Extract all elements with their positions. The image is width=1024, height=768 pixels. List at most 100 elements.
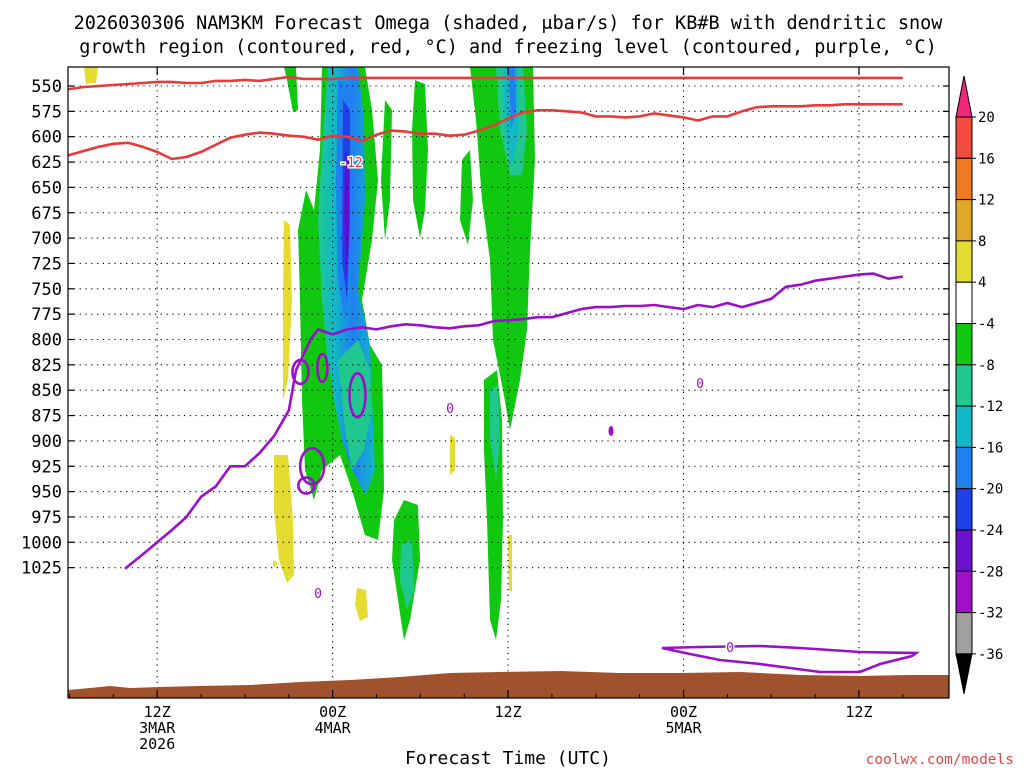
omega-yellow-patch	[273, 560, 277, 568]
y-tick-label: 625	[31, 153, 62, 173]
x-tick-label: 12Z	[144, 703, 171, 721]
y-axis: 550 575 600 625 650 675 700 725 750 775 800 825 850 8…	[21, 77, 949, 579]
contour-label: -12	[339, 156, 362, 171]
colorbar-label: 8	[978, 234, 986, 250]
y-tick-label: 1025	[21, 559, 62, 579]
omega-teal-core	[490, 385, 500, 480]
y-tick-label: 575	[31, 102, 62, 122]
terrain-fill	[68, 671, 949, 698]
omega-shading	[84, 67, 535, 640]
contour-dgz_-12C_lower	[68, 103, 903, 161]
y-tick-label: 550	[31, 77, 62, 97]
plot-area: -12 0 0 0 0	[68, 67, 949, 698]
colorbar-swatch	[955, 323, 973, 366]
x-axis-label: Forecast Time (UTC)	[405, 748, 611, 768]
omega-yellow-patch	[274, 455, 294, 583]
contour-freezing-loop	[348, 371, 367, 419]
colorbar-label: 4	[978, 275, 986, 291]
x-tick-label: 2026	[139, 735, 175, 753]
colorbar-label: -32	[978, 606, 1003, 622]
omega-yellow-patch	[84, 67, 98, 84]
omega-green-field	[460, 150, 473, 245]
contour-freezing-loop	[316, 352, 329, 384]
colorbar-label: -28	[978, 564, 1003, 580]
contour-label: 0	[696, 377, 704, 392]
colorbar-swatch	[955, 364, 973, 407]
omega-yellow-patch	[283, 220, 292, 400]
colorbar-swatch	[955, 281, 973, 325]
contour-label: 0	[726, 641, 734, 656]
y-tick-label: 725	[31, 254, 62, 274]
contour-lines: -12 0 0 0 0	[68, 75, 920, 674]
y-tick-label: 1000	[21, 533, 62, 553]
contour-freezing-loop	[661, 644, 920, 674]
colorbar-label: -16	[978, 440, 1003, 456]
colorbar-label: -12	[978, 399, 1003, 415]
colorbar-top-arrow	[955, 75, 973, 118]
colorbar-swatch	[955, 116, 973, 159]
omega-yellow-patch	[508, 535, 512, 592]
colorbar-swatch	[955, 570, 973, 614]
x-tick-label: 12Z	[845, 703, 872, 721]
y-tick-label: 650	[31, 178, 62, 198]
x-tick-label: 5MAR	[665, 719, 702, 737]
colorbar-swatch	[955, 199, 973, 242]
y-tick-label: 675	[31, 204, 62, 224]
y-tick-label: 600	[31, 128, 62, 148]
omega-teal-core	[400, 540, 414, 610]
y-tick-label: 900	[31, 432, 62, 452]
omega-teal-core	[338, 340, 372, 470]
colorbar-label: 20	[978, 110, 995, 126]
x-tick-label: 00Z	[319, 703, 346, 721]
y-tick-label: 800	[31, 331, 62, 351]
contour-dgz_-12C_upper	[68, 75, 903, 91]
chart-title-line2: growth region (contoured, red, °C) and f…	[79, 37, 937, 58]
y-tick-label: 975	[31, 508, 62, 528]
omega-green-field	[381, 100, 392, 240]
colorbar: 20 16 12 8 4 -4 -8 -12 -16 -20 -24 -28 -32 -36	[955, 75, 1003, 694]
colorbar-label: -24	[978, 523, 1003, 539]
omega-green-field	[412, 80, 428, 238]
y-tick-label: 825	[31, 356, 62, 376]
y-tick-label: 850	[31, 381, 62, 401]
y-tick-label: 700	[31, 229, 62, 249]
colorbar-label: -36	[978, 647, 1003, 663]
colorbar-label: -8	[978, 358, 995, 374]
contour-freezing_level_0C	[124, 272, 903, 570]
omega-yellow-patch	[355, 588, 368, 621]
x-tick-label: 12Z	[495, 703, 522, 721]
chart-title-line1: 2026030306 NAM3KM Forecast Omega (shaded…	[74, 13, 944, 34]
colorbar-swatch	[955, 446, 973, 490]
colorbar-label: -4	[978, 317, 995, 333]
x-tick-label: 00Z	[670, 703, 697, 721]
omega-purple-core	[344, 150, 349, 280]
colorbar-label: 16	[978, 151, 995, 167]
colorbar-label: 12	[978, 193, 995, 209]
contour-freezing-loop	[291, 358, 310, 386]
omega-blue-core	[509, 67, 516, 130]
contour-label: 0	[446, 402, 454, 417]
y-tick-label: 775	[31, 305, 62, 325]
colorbar-swatch	[955, 157, 973, 201]
omega-yellow-patch	[450, 435, 455, 475]
gridlines	[68, 67, 949, 698]
colorbar-swatch	[955, 488, 973, 531]
contour-freezing-loop	[297, 476, 316, 495]
colorbar-swatch	[955, 240, 973, 283]
colorbar-label: -20	[978, 482, 1003, 498]
contour-freezing-dot	[608, 426, 614, 436]
contour-freezing-loop	[298, 446, 326, 486]
x-tick-label: 3MAR	[139, 719, 176, 737]
colorbar-bottom-arrow	[955, 653, 973, 694]
y-tick-label: 750	[31, 280, 62, 300]
x-tick-label: 4MAR	[315, 719, 352, 737]
contour-label: 0	[314, 587, 322, 602]
colorbar-swatch	[955, 529, 973, 572]
y-tick-label: 925	[31, 457, 62, 477]
y-tick-label: 875	[31, 407, 62, 427]
y-tick-label: 950	[31, 483, 62, 503]
watermark: coolwx.com/models	[866, 752, 1014, 768]
colorbar-swatch	[955, 612, 973, 655]
